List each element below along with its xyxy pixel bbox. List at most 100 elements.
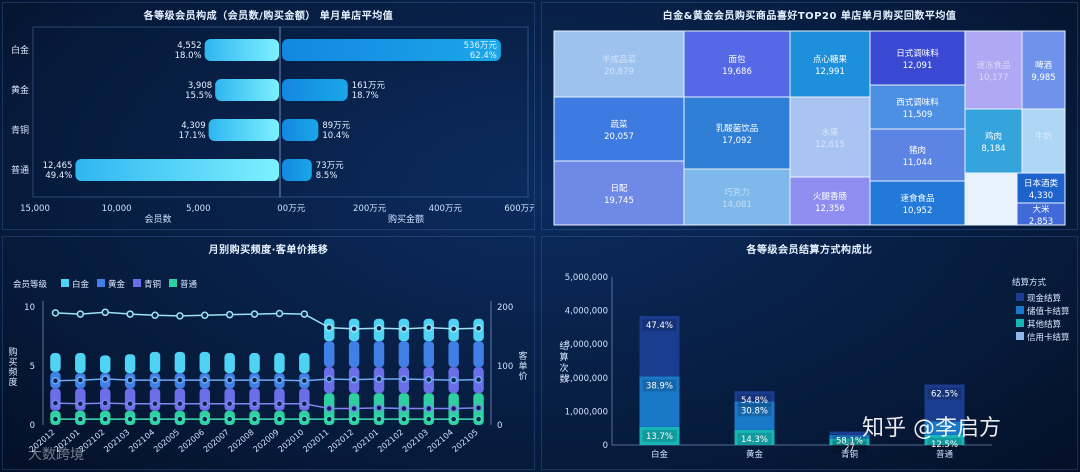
- line-point: [275, 400, 284, 408]
- data-label-bg: [642, 379, 677, 392]
- bar-segment: [373, 341, 385, 368]
- right-tick-label: 600万元: [504, 204, 534, 214]
- bar-segment: [348, 341, 360, 368]
- bar-segment: [924, 434, 965, 445]
- bar-segment: [199, 351, 211, 374]
- bar-segment: [398, 341, 410, 368]
- bar-segment: [423, 341, 435, 368]
- data-label: 62.5%: [931, 390, 958, 400]
- x-tick-label: 202102: [376, 428, 405, 455]
- line-point: [201, 400, 209, 408]
- line-point: [201, 376, 209, 384]
- line-point: [275, 415, 284, 423]
- y-tick-label: 5,000,000: [565, 273, 608, 283]
- left-tick-label: 10: [24, 303, 35, 313]
- panel-title: 各等级会员构成（会员数/购买金额） 单月单店平均值: [143, 11, 394, 22]
- series-line: [55, 378, 479, 382]
- x-tick-label: 白金: [651, 449, 669, 460]
- treemap-cell-name: 速冻食品: [976, 60, 1010, 71]
- line-point: [449, 376, 458, 384]
- data-label-bg: [927, 387, 962, 400]
- line-point: [474, 415, 483, 423]
- legend-swatch: [169, 279, 177, 287]
- left-axis-label-char: 购: [8, 346, 17, 358]
- treemap-cell-name: 乳酸菌饮品: [716, 123, 759, 134]
- line-point: [325, 323, 333, 332]
- data-label: 38.9%: [646, 381, 673, 391]
- legend-label: 普通: [180, 279, 198, 290]
- amount-pct-label: 8.5%: [316, 171, 338, 181]
- line-point: [51, 399, 60, 407]
- watermark-text: 知乎 @李启方: [862, 416, 1001, 441]
- treemap-cell-name: 牛奶: [1035, 131, 1052, 142]
- bar-segment: [829, 431, 870, 435]
- x-tick-label: 202008: [227, 428, 256, 455]
- data-label-bg: [737, 432, 772, 445]
- y-axis-label-char: 次: [559, 362, 568, 374]
- product-treemap: 半成品菜 20,879 蔬菜 20,057 日配 19,745 面包 19,686 乳酸菌饮品 1…: [553, 30, 1066, 227]
- treemap-cell-value: 11,509: [903, 110, 933, 120]
- line-point: [176, 376, 184, 384]
- line-point: [126, 415, 134, 423]
- data-label-bg: [737, 394, 772, 407]
- treemap-cell-name: 半成品菜: [602, 54, 637, 65]
- legend-swatch: [1016, 332, 1024, 340]
- line-point: [101, 415, 109, 423]
- line-point: [126, 376, 134, 384]
- panel-member-composition: 各等级会员构成（会员数/购买金额） 单月单店平均值 白金 4,552 18.0% 53…: [2, 2, 535, 230]
- data-label-bg: [832, 441, 867, 454]
- treemap-cell-value: 14,081: [722, 200, 752, 210]
- data-label-bg: [642, 318, 677, 331]
- line-point: [400, 415, 408, 423]
- purchase-amount-bar: [282, 79, 348, 101]
- line-point: [250, 400, 259, 408]
- data-label: 54.8%: [741, 396, 768, 406]
- amount-pct-label: 62.4%: [470, 51, 497, 61]
- treemap-cell-name: 速食食品: [900, 193, 934, 204]
- right-tick-label: 0: [497, 421, 502, 431]
- data-label: 12.5%: [931, 440, 958, 450]
- bar-segment: [274, 353, 285, 374]
- y-axis-label-char: 数: [559, 373, 568, 385]
- line-point: [76, 400, 85, 408]
- treemap-cell-value: 4,330: [1029, 191, 1053, 201]
- purchase-amount-bar: [282, 119, 319, 141]
- treemap-cell-value: 19,686: [722, 67, 752, 77]
- right-axis-label: 购买金额: [388, 213, 424, 225]
- right-tick-label: 200: [497, 303, 513, 313]
- bar-segment: [734, 401, 775, 430]
- line-point: [101, 399, 109, 407]
- left-tick-label: 5,000: [186, 204, 210, 214]
- line-point: [225, 376, 234, 384]
- line-point: [449, 404, 458, 413]
- x-tick-label: 202007: [202, 428, 231, 455]
- panel-title: 白金&黄金会员购买商品喜好TOP20 单店单月购买回数平均值: [662, 11, 957, 22]
- line-point: [474, 375, 483, 384]
- bar-segment: [50, 353, 61, 372]
- treemap-cell-value: 12,615: [815, 140, 845, 150]
- line-point: [350, 404, 358, 413]
- line-point: [151, 311, 159, 320]
- line-point: [425, 375, 433, 384]
- category-label: 白金: [11, 44, 29, 56]
- category-label: 黄金: [11, 84, 29, 96]
- treemap-cell-name: 鸡肉: [985, 131, 1002, 142]
- bar-segment: [299, 353, 310, 374]
- legend-swatch: [1016, 293, 1024, 301]
- data-label: 14.3%: [741, 435, 768, 445]
- data-label-bg: [927, 437, 962, 450]
- line-point: [225, 415, 234, 423]
- bar-segment: [174, 351, 186, 374]
- left-axis-label-char: 度: [8, 376, 17, 388]
- treemap-cell-value: 12,991: [815, 67, 845, 77]
- x-tick-label: 202104: [426, 428, 455, 455]
- line-point: [151, 376, 159, 384]
- line-point: [201, 311, 209, 320]
- amount-label: 536万元: [464, 41, 498, 51]
- left-tick-label: 5: [30, 362, 35, 372]
- x-tick-label: 202103: [401, 428, 430, 455]
- line-point: [250, 310, 259, 318]
- bar-segment: [639, 315, 680, 377]
- payment-chart: 0 1,000,000 2,000,000 3,000,000 4,000,000 5,0…: [559, 273, 1070, 460]
